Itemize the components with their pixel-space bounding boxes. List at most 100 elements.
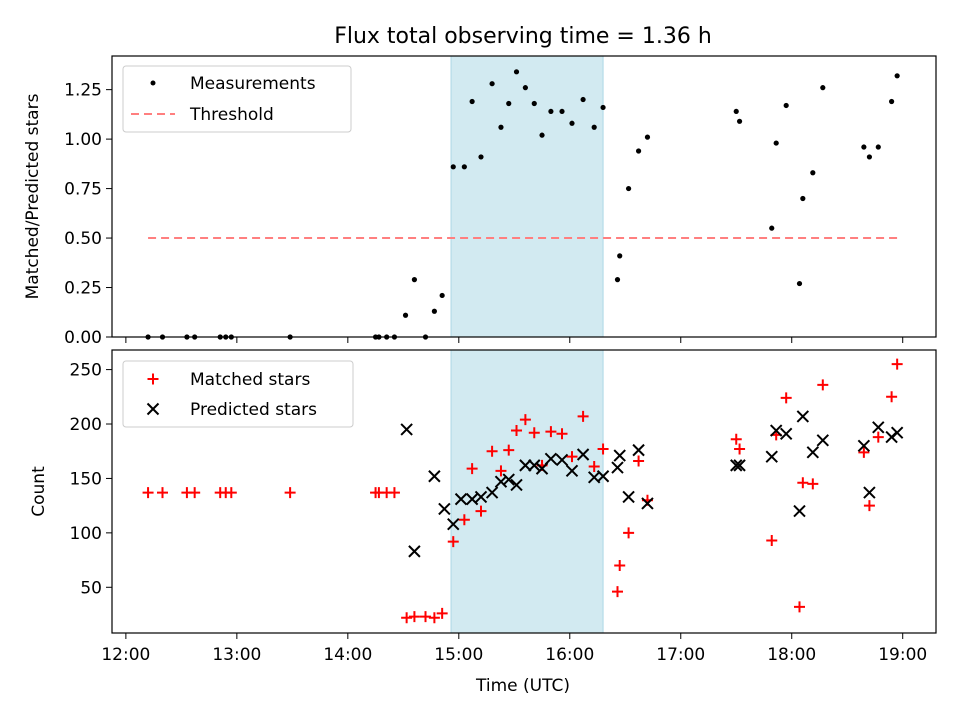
- matched-star-point: [436, 607, 448, 619]
- matched-star-point: [872, 431, 884, 443]
- y-tick-label: 0.25: [64, 279, 102, 299]
- top-x-ticks: [125, 337, 904, 343]
- measurement-point: [591, 124, 597, 130]
- measurement-point: [889, 98, 895, 105]
- observing-span-shade: [450, 349, 604, 634]
- measurement-point: [894, 73, 900, 79]
- predicted-star-point: [890, 426, 904, 439]
- matched-star-point: [588, 460, 600, 472]
- measurement-point: [796, 280, 803, 287]
- legend-predicted-marker: [146, 402, 160, 416]
- bottom-y-ticks: 50 100 150 200 250: [70, 361, 112, 598]
- matched-star-point: [458, 514, 470, 526]
- matched-star-point: [780, 392, 792, 404]
- matched-star-point: [156, 487, 168, 499]
- matched-star-point: [734, 443, 746, 455]
- matched-star-point: [891, 358, 903, 370]
- measurement-point: [875, 144, 881, 150]
- x-tick-label: 14:00: [323, 645, 372, 665]
- measurement-point: [820, 85, 826, 91]
- matched-star-point: [401, 612, 413, 624]
- matched-star-point: [614, 560, 626, 572]
- bottom-shaded-span: [450, 349, 604, 634]
- predicted-star-point: [408, 545, 421, 558]
- matched-star-point: [466, 463, 478, 475]
- measurement-point: [580, 96, 586, 103]
- predicted-star-point: [641, 497, 654, 510]
- measurement-point: [569, 120, 575, 126]
- y-tick-label: 1.00: [64, 130, 102, 150]
- measurement-point: [736, 118, 743, 124]
- measurement-point: [861, 144, 867, 150]
- measurement-point: [489, 81, 495, 87]
- bottom-y-axis-label: Count: [29, 466, 49, 517]
- y-tick-label: 200: [70, 415, 102, 435]
- measurement-point: [783, 102, 789, 109]
- predicted-star-point: [576, 448, 590, 461]
- bottom-legend-box: [122, 360, 354, 428]
- measurement-point: [522, 85, 528, 91]
- predicted-star-point: [611, 461, 624, 474]
- measurement-point: [773, 140, 779, 146]
- bottom-panel: 50 100 150 200 250 12:00 13:00 14:00 15:00 16:00…: [29, 349, 937, 665]
- measurement-point: [513, 69, 520, 75]
- matched-star-point: [597, 443, 609, 455]
- matched-star-point: [511, 425, 523, 437]
- top-legend-box: [122, 65, 352, 133]
- measurement-point: [635, 148, 642, 154]
- measurement-point: [769, 225, 775, 231]
- y-tick-label: 0.75: [64, 180, 102, 200]
- measurement-point: [617, 253, 623, 259]
- predicted-star-point: [519, 459, 532, 472]
- predicted-star-point: [596, 470, 610, 483]
- measurement-point: [411, 277, 418, 283]
- matched-star-point: [189, 487, 201, 499]
- y-tick-label: 0.00: [64, 328, 102, 348]
- top-y-ticks: 0.00 0.25 0.50 0.75 1.00 1.25: [64, 81, 112, 348]
- x-tick-label: 15:00: [434, 645, 483, 665]
- predicted-star-point: [779, 427, 793, 441]
- matched-star-point: [863, 500, 875, 512]
- observing-span-shade: [450, 55, 604, 338]
- matched-star-point: [633, 455, 645, 467]
- predicted-star-point: [765, 450, 778, 463]
- measurement-point: [548, 108, 554, 115]
- x-tick-label: 17:00: [656, 645, 705, 665]
- matched-star-point: [793, 601, 805, 613]
- matched-star-point: [545, 426, 557, 438]
- top-y-axis-label: Matched/Predicted stars: [23, 93, 43, 299]
- matched-star-point: [556, 428, 568, 440]
- y-tick-label: 0.50: [64, 229, 102, 249]
- top-shaded-span: [450, 55, 604, 338]
- predicted-star-point: [465, 492, 479, 506]
- legend-threshold-label: Threshold: [189, 105, 274, 125]
- matched-star-point: [388, 487, 400, 499]
- measurement-point: [439, 292, 445, 299]
- matched-star-point: [475, 505, 487, 517]
- top-panel: 0.00 0.25 0.50 0.75 1.00 1.25 Matched/Predict…: [23, 55, 937, 348]
- x-tick-label: 13:00: [212, 645, 261, 665]
- matched-star-point: [858, 446, 870, 458]
- y-tick-label: 1.25: [64, 81, 102, 101]
- predicted-star-point: [613, 449, 626, 462]
- bottom-x-ticks: 12:00 13:00 14:00 15:00 16:00 17:00 18:00 19:00: [101, 633, 927, 665]
- matched-star-point: [807, 478, 819, 490]
- matched-star-point: [730, 433, 742, 445]
- measurement-point: [733, 108, 739, 115]
- measurement-point: [559, 108, 565, 115]
- predicted-star-point: [474, 490, 488, 504]
- predicted-star-point: [544, 452, 558, 466]
- predicted-star-point: [535, 462, 549, 475]
- predicted-star-point: [857, 439, 871, 452]
- matched-star-point: [797, 477, 809, 489]
- measurement-point: [644, 134, 651, 140]
- predicted-star-point: [796, 410, 810, 423]
- matched-star-point: [408, 611, 420, 623]
- matched-star-point: [495, 465, 507, 477]
- predicted-star-point: [400, 423, 413, 436]
- predicted-star-point: [622, 490, 635, 504]
- measurement-point: [866, 154, 873, 160]
- y-tick-label: 150: [70, 469, 102, 489]
- predicted-star-point: [502, 473, 515, 486]
- predicted-star-point: [733, 459, 746, 472]
